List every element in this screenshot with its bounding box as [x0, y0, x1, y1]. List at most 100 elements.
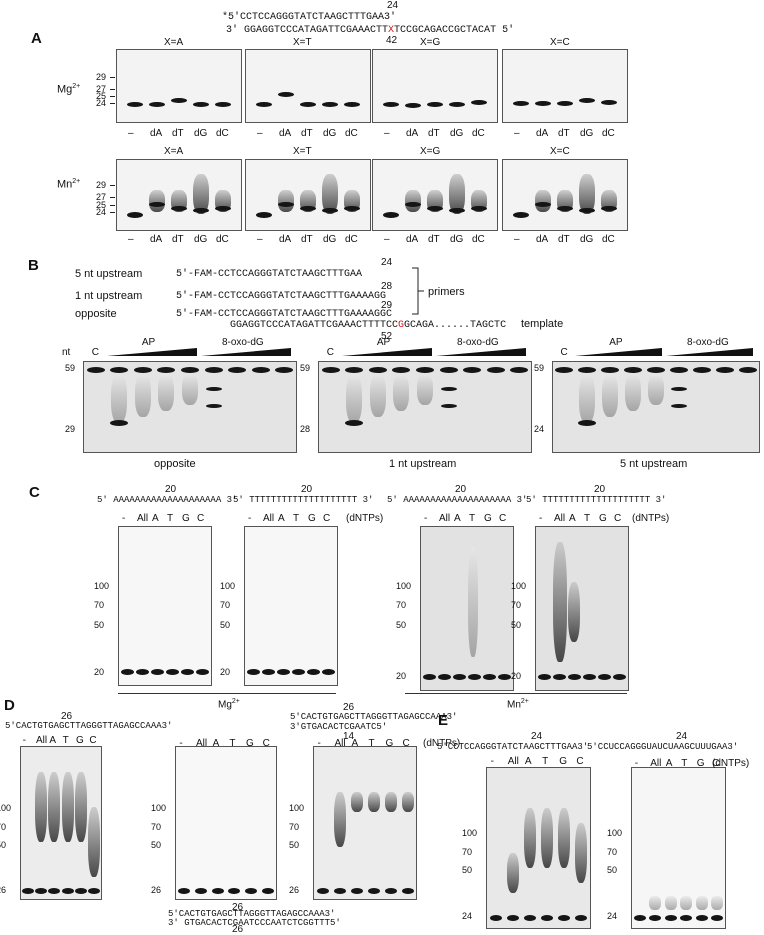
- lane-label-dT: dT: [558, 128, 570, 139]
- size-marker: 50: [607, 865, 618, 875]
- gel-smear: [369, 374, 386, 417]
- gel-band: [439, 367, 458, 373]
- gel-band: [583, 674, 596, 680]
- gel-band: [110, 367, 129, 373]
- gel-smear: [711, 896, 724, 910]
- marker-bottom: 24: [534, 424, 545, 434]
- lane-label: All: [439, 513, 451, 524]
- gel-band: [601, 206, 617, 211]
- gel-band: [463, 367, 482, 373]
- gel-band: [256, 102, 272, 107]
- gel-band: [171, 206, 187, 211]
- gel-smear: [695, 896, 708, 910]
- gel-band: [48, 888, 61, 894]
- gel-smear: [384, 792, 397, 812]
- gel-smear: [48, 772, 61, 842]
- gel-smear: [405, 190, 421, 212]
- lane-label: T: [469, 513, 476, 524]
- gel-band: [510, 367, 529, 373]
- panel-a-gel-2-2: [245, 159, 371, 231]
- lane-label-dT: dT: [301, 128, 313, 139]
- panel-c-gel-4: [535, 526, 629, 691]
- gel-smear: [523, 808, 536, 868]
- gel-smear: [333, 792, 346, 847]
- lane-label-–: –: [514, 234, 520, 245]
- gel-band: [598, 674, 611, 680]
- size-marker: 20: [94, 667, 105, 677]
- gel-title: X=T: [293, 37, 312, 48]
- panel-a-primer-seq: *5'CCTCCAGGGTATCTAAGCTTTGAA3': [222, 12, 397, 23]
- template-seq: 5' AAAAAAAAAAAAAAAAAAAA 3': [387, 495, 528, 505]
- gel-smear: [535, 190, 551, 212]
- template-position: 20: [165, 484, 177, 495]
- d-gel2-seq-bottom: 3' GTGACACTCGAATCCCAATCTCGGTTT5': [168, 918, 341, 928]
- gel-band: [211, 888, 224, 894]
- gel-band: [449, 208, 465, 213]
- primer-5nt-label: 5 nt upstream: [75, 268, 143, 280]
- panel-a-gel-2-1: [116, 159, 242, 231]
- gel-title: X=C: [550, 146, 570, 157]
- marker-bottom: 29: [65, 424, 76, 434]
- lane-label-dA: dA: [406, 234, 419, 245]
- gel-smear: [393, 374, 410, 411]
- gel-title: X=A: [164, 37, 184, 48]
- template-b-pos-52: 52: [381, 331, 393, 342]
- lane-label: C: [197, 513, 205, 524]
- gel-band: [471, 100, 487, 105]
- gel-band: [205, 387, 222, 391]
- gel-band: [228, 367, 247, 373]
- gel-band: [680, 915, 693, 921]
- gel-smear: [558, 808, 571, 868]
- gel-band: [149, 202, 165, 207]
- lane-label-dA: dA: [150, 128, 163, 139]
- gel-smear: [346, 374, 363, 423]
- size-marker: 100: [511, 581, 527, 591]
- lane-label-dC: dC: [216, 234, 229, 245]
- marker-tick: [110, 212, 115, 213]
- gel-band: [555, 367, 574, 373]
- gel-band: [449, 102, 465, 107]
- gel-band: [333, 888, 346, 894]
- primer-5nt-seq: 5′-FAM-CCTCCAGGGTATCTAAGCTTTGAA: [176, 269, 363, 280]
- gel-band: [256, 212, 272, 218]
- d-gel2-pos-bottom: 26: [232, 924, 244, 935]
- gel-band: [383, 102, 399, 107]
- gel-band: [633, 915, 646, 921]
- gel-band: [61, 888, 74, 894]
- dntps-label: (dNTPs): [632, 513, 670, 524]
- lane-label: A: [524, 756, 532, 767]
- lane-label-dG: dG: [580, 128, 594, 139]
- size-marker: 70: [462, 847, 473, 857]
- gel-band: [136, 669, 149, 675]
- e-seq2: 5'CCUCCAGGGUAUCUAAGCUUUGAA3': [587, 742, 739, 752]
- gel-title: X=C: [550, 37, 570, 48]
- lane-label: A: [569, 513, 576, 524]
- ap-label: AP: [141, 337, 156, 348]
- gel-band: [670, 387, 687, 391]
- gel-band: [322, 102, 338, 107]
- lane-label: All: [196, 738, 208, 749]
- oxo-dg-label: 8-oxo-dG: [221, 337, 264, 348]
- gel-smear: [575, 823, 588, 883]
- size-marker: 29: [96, 180, 107, 190]
- gel-band: [166, 669, 179, 675]
- gel-band: [322, 208, 338, 213]
- gel-band: [321, 367, 340, 373]
- gel-band: [300, 102, 316, 107]
- d-gel2-pos-top: 26: [232, 902, 244, 913]
- lane-label-dT: dT: [172, 234, 184, 245]
- panel-a-template-seq: 3' GGAGGTCCCATAGATTCGAAACTTXTCCGCAGACCGC…: [226, 25, 515, 36]
- size-marker: 50: [151, 840, 162, 850]
- size-marker: 100: [220, 581, 236, 591]
- gel-band: [578, 367, 597, 373]
- lane-label-–: –: [514, 128, 520, 139]
- lane-label: All: [263, 513, 275, 524]
- control-lane-label: C: [326, 347, 334, 358]
- lane-label-dG: dG: [450, 234, 464, 245]
- gel-band: [575, 915, 588, 921]
- gel-smear: [579, 174, 595, 214]
- d-gel3-seq-bottom: 3'GTGACACTCGAATC5': [290, 722, 388, 732]
- gel-band: [453, 674, 466, 680]
- gel-band: [204, 367, 223, 373]
- lane-label: -: [248, 513, 252, 524]
